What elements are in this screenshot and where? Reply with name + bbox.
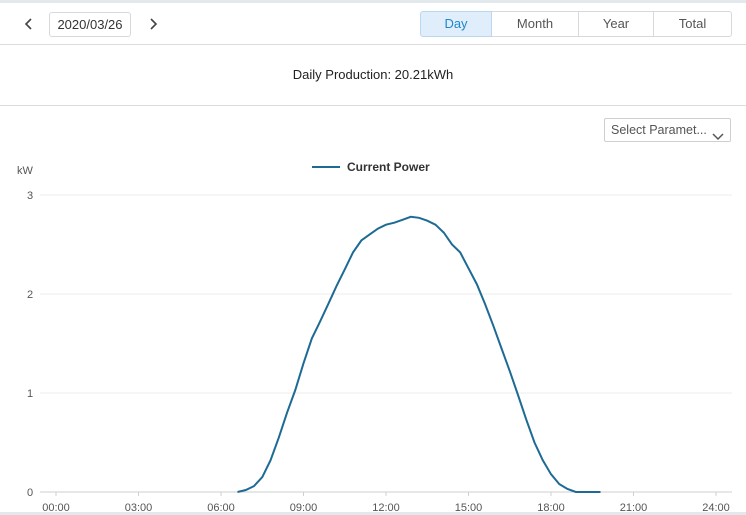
tab-year[interactable]: Year bbox=[578, 11, 654, 37]
previous-day-button[interactable] bbox=[19, 13, 39, 35]
next-day-button[interactable] bbox=[143, 13, 163, 35]
x-tick-label: 24:00 bbox=[702, 502, 730, 512]
parameter-select-value: Select Paramet... bbox=[611, 123, 707, 137]
period-tabs: Day Month Year Total bbox=[420, 11, 732, 37]
x-tick-label: 15:00 bbox=[455, 502, 483, 512]
tab-total[interactable]: Total bbox=[653, 11, 732, 37]
y-tick-label: 1 bbox=[27, 388, 33, 400]
daily-production-text: Daily Production: 20.21kWh bbox=[292, 67, 454, 82]
x-tick-label: 21:00 bbox=[620, 502, 648, 512]
bottom-border bbox=[0, 512, 746, 515]
legend-label: Current Power bbox=[347, 160, 430, 174]
power-chart: 0 1 2 3 00:00 03:00 06:00 09:00 12:00 15:00 18:00… bbox=[17, 160, 732, 512]
chart-legend[interactable]: Current Power bbox=[312, 160, 430, 174]
summary-panel: Daily Production: 20.21kWh bbox=[0, 45, 746, 106]
y-tick-label: 2 bbox=[27, 289, 33, 301]
date-picker[interactable]: 2020/03/26 bbox=[49, 12, 131, 37]
y-tick-label: 3 bbox=[27, 190, 33, 202]
x-tick-label: 00:00 bbox=[42, 502, 70, 512]
x-tick-label: 12:00 bbox=[372, 502, 400, 512]
chevron-right-icon bbox=[143, 13, 163, 35]
top-border bbox=[0, 0, 746, 3]
chevron-down-icon bbox=[712, 126, 724, 141]
x-tick-label: 09:00 bbox=[290, 502, 318, 512]
chevron-left-icon bbox=[19, 13, 39, 35]
toolbar: 2020/03/26 Day Month Year Total bbox=[0, 3, 746, 45]
chart-grid bbox=[40, 194, 732, 493]
x-tick-label: 06:00 bbox=[207, 502, 235, 512]
y-tick-label: 0 bbox=[27, 487, 33, 499]
tab-day[interactable]: Day bbox=[420, 11, 492, 37]
tab-month[interactable]: Month bbox=[491, 11, 579, 37]
y-axis-label: kW bbox=[17, 165, 34, 177]
series-line-current-power bbox=[237, 215, 601, 493]
x-tick-label: 03:00 bbox=[125, 502, 153, 512]
x-tick-label: 18:00 bbox=[537, 502, 565, 512]
x-axis: 00:00 03:00 06:00 09:00 12:00 15:00 18:00 21:00… bbox=[42, 492, 730, 512]
parameter-select[interactable]: Select Paramet... bbox=[604, 118, 731, 142]
y-axis: 0 1 2 3 bbox=[27, 190, 33, 499]
